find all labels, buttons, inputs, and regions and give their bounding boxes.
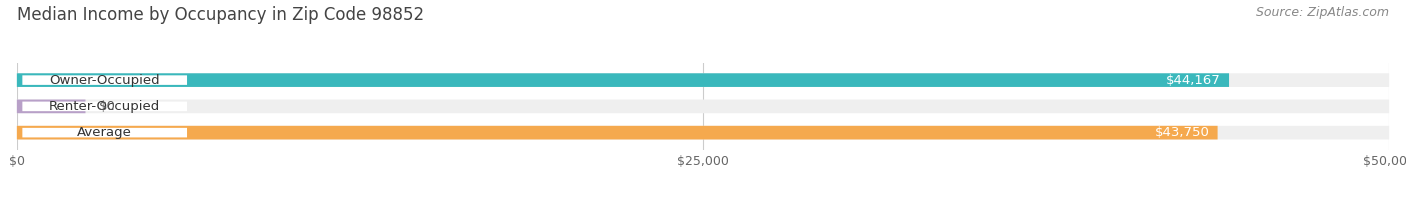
FancyBboxPatch shape xyxy=(17,99,1389,113)
FancyBboxPatch shape xyxy=(17,99,86,113)
FancyBboxPatch shape xyxy=(22,128,187,138)
FancyBboxPatch shape xyxy=(17,73,1389,87)
FancyBboxPatch shape xyxy=(17,73,1229,87)
Text: Source: ZipAtlas.com: Source: ZipAtlas.com xyxy=(1256,6,1389,19)
Text: Renter-Occupied: Renter-Occupied xyxy=(49,100,160,113)
FancyBboxPatch shape xyxy=(17,126,1218,139)
Text: $44,167: $44,167 xyxy=(1166,74,1220,87)
FancyBboxPatch shape xyxy=(17,126,1389,139)
Text: Median Income by Occupancy in Zip Code 98852: Median Income by Occupancy in Zip Code 9… xyxy=(17,6,425,24)
Text: Owner-Occupied: Owner-Occupied xyxy=(49,74,160,87)
FancyBboxPatch shape xyxy=(22,75,187,85)
Text: Average: Average xyxy=(77,126,132,139)
Text: $43,750: $43,750 xyxy=(1154,126,1209,139)
FancyBboxPatch shape xyxy=(22,102,187,111)
Text: $0: $0 xyxy=(100,100,117,113)
